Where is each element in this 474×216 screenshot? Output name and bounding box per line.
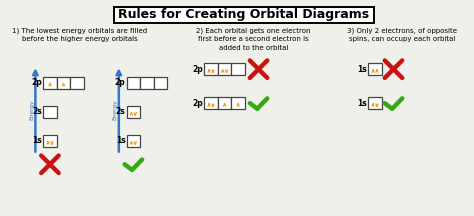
Bar xyxy=(368,63,382,75)
Text: 3) Only 2 electrons, of opposite
spins, can occupy each orbital: 3) Only 2 electrons, of opposite spins, … xyxy=(347,27,457,43)
Bar xyxy=(127,135,140,147)
Text: 1s: 1s xyxy=(32,137,42,146)
Bar xyxy=(368,97,382,109)
Bar xyxy=(204,97,218,109)
Bar xyxy=(140,77,154,89)
Bar xyxy=(127,77,140,89)
Bar xyxy=(43,77,57,89)
Text: Energy: Energy xyxy=(29,100,35,120)
Bar xyxy=(218,97,231,109)
Bar xyxy=(231,63,245,75)
Text: Rules for Creating Orbital Diagrams: Rules for Creating Orbital Diagrams xyxy=(118,8,370,21)
Text: 1s: 1s xyxy=(116,137,126,146)
Bar xyxy=(43,135,57,147)
Text: 1s: 1s xyxy=(357,99,367,108)
Text: 1) The lowest energy orbitals are filled
before the higher energy orbitals: 1) The lowest energy orbitals are filled… xyxy=(12,27,147,43)
Bar xyxy=(154,77,167,89)
Text: 2) Each orbital gets one electron
first before a second electron is
added to the: 2) Each orbital gets one electron first … xyxy=(196,27,311,51)
Text: 1s: 1s xyxy=(357,65,367,74)
Bar xyxy=(114,7,374,23)
Text: 2s: 2s xyxy=(32,107,42,116)
Bar xyxy=(70,77,84,89)
Bar xyxy=(204,63,218,75)
Bar xyxy=(127,106,140,118)
Text: 2s: 2s xyxy=(116,107,126,116)
Text: 2p: 2p xyxy=(192,99,203,108)
Text: 2p: 2p xyxy=(115,78,126,87)
Text: 2p: 2p xyxy=(31,78,42,87)
Text: Energy: Energy xyxy=(113,100,118,120)
Bar xyxy=(218,63,231,75)
Bar xyxy=(43,106,57,118)
Text: 2p: 2p xyxy=(192,65,203,74)
Bar xyxy=(57,77,70,89)
Bar xyxy=(231,97,245,109)
